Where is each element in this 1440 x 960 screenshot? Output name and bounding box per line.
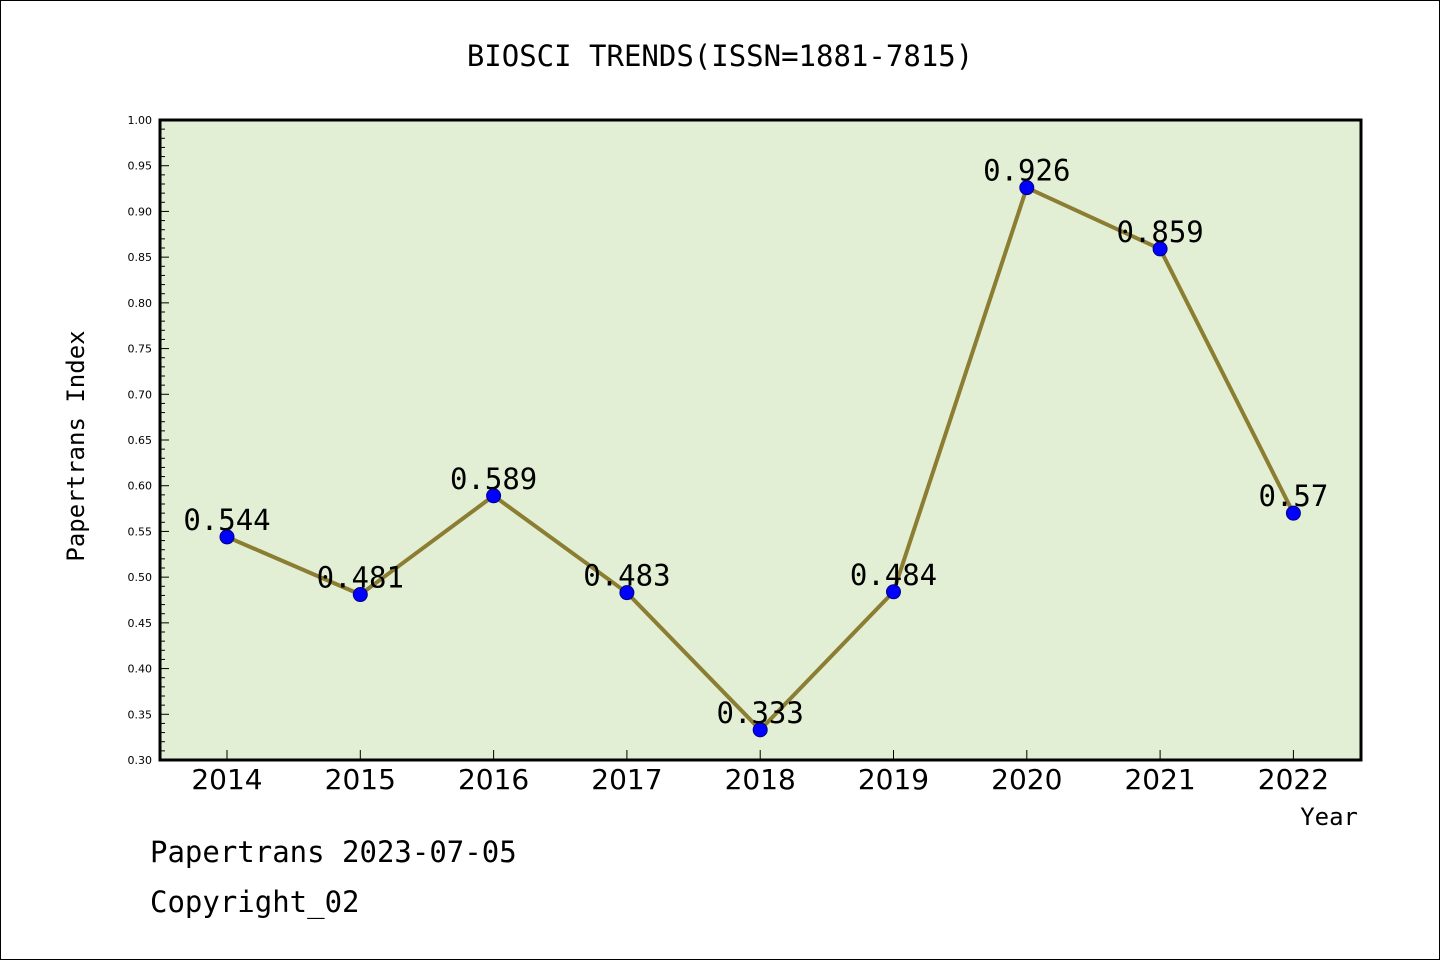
- data-point: [352, 587, 368, 603]
- y-tick-label: 0.35: [128, 708, 153, 721]
- x-tick-label: 2021: [1124, 763, 1195, 796]
- data-label: 0.589: [450, 462, 537, 496]
- data-point: [1285, 505, 1301, 521]
- y-tick-label: 0.40: [128, 663, 153, 676]
- y-tick-label: 0.50: [128, 571, 153, 584]
- y-tick-label: 0.80: [128, 297, 153, 310]
- data-label: 0.544: [183, 503, 270, 537]
- x-axis-ticks: 2014 2015 2016 2017 2018 2019 2020 2021 2022: [191, 750, 1329, 796]
- x-tick-label: 2020: [991, 763, 1062, 796]
- series-layer: 0.544 0.481 0.589 0.483 0.333 0.484 0.926 0.859…: [183, 154, 1328, 738]
- chart-title: BIOSCI TRENDS(ISSN=1881-7815): [467, 39, 973, 73]
- x-tick-label: 2019: [858, 763, 929, 796]
- data-point: [752, 722, 768, 738]
- x-tick-label: 2017: [591, 763, 662, 796]
- y-tick-label: 0.55: [128, 525, 153, 538]
- y-tick-label: 0.65: [128, 434, 153, 447]
- data-point: [886, 584, 901, 600]
- y-tick-label: 0.90: [128, 205, 153, 218]
- y-tick-label: 0.45: [128, 617, 153, 630]
- x-tick-label: 2018: [725, 763, 796, 796]
- x-axis-label: Year: [1300, 803, 1358, 831]
- x-tick-label: 2015: [325, 763, 396, 796]
- x-tick-label: 2014: [191, 763, 262, 796]
- y-tick-label: 0.95: [128, 160, 153, 173]
- data-label: 0.859: [1116, 215, 1203, 249]
- x-tick-label: 2016: [458, 763, 529, 796]
- data-label: 0.926: [983, 154, 1070, 188]
- y-tick-label: 0.75: [128, 343, 153, 356]
- y-tick-label: 1.00: [128, 114, 153, 127]
- y-tick-label: 0.60: [128, 480, 153, 493]
- plot-area: [158, 118, 1363, 762]
- y-axis-ticks: 0.30 0.35 0.40 0.45 0.50 0.55 0.60 0.65 0.70 0.75…: [128, 114, 169, 767]
- x-tick-label: 2022: [1258, 763, 1329, 796]
- y-tick-label: 0.85: [128, 251, 153, 264]
- data-label: 0.57: [1258, 479, 1328, 513]
- copyright-footer: Copyright_02: [150, 885, 360, 919]
- y-tick-label: 0.30: [128, 754, 153, 767]
- data-point: [1019, 180, 1035, 196]
- data-point: [619, 585, 635, 601]
- data-point: [219, 529, 235, 545]
- data-label: 0.484: [850, 558, 937, 592]
- source-footer: Papertrans 2023-07-05: [150, 835, 517, 869]
- data-point: [486, 488, 502, 504]
- data-label: 0.333: [717, 696, 804, 730]
- data-point: [1152, 241, 1168, 257]
- y-tick-label: 0.70: [128, 388, 153, 401]
- data-label: 0.481: [317, 561, 404, 595]
- y-axis-label: Papertrans Index: [62, 330, 90, 561]
- data-label: 0.483: [583, 559, 670, 593]
